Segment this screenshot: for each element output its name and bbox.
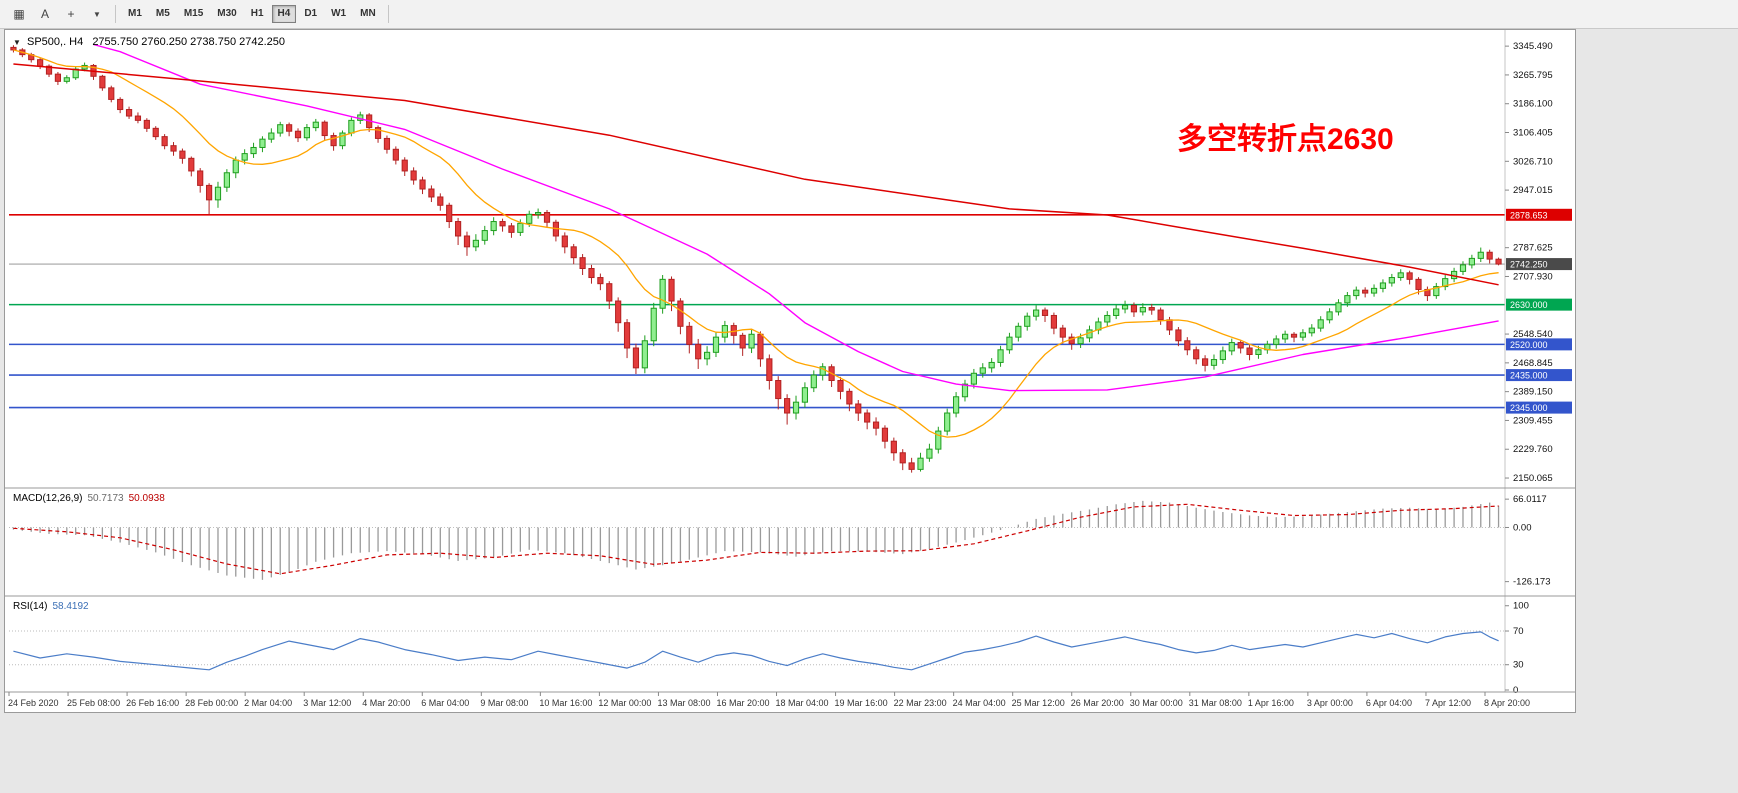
svg-text:28 Feb 00:00: 28 Feb 00:00 [185, 698, 238, 708]
price-level-tag: 2630.000 [1506, 298, 1572, 311]
svg-text:1 Apr 16:00: 1 Apr 16:00 [1248, 698, 1294, 708]
svg-text:3345.490: 3345.490 [1513, 41, 1553, 52]
svg-text:2345.000: 2345.000 [1510, 403, 1548, 413]
chart-window: ▼ SP500,. H4 2755.750 2760.250 2738.750 … [4, 29, 1576, 713]
svg-text:19 Mar 16:00: 19 Mar 16:00 [835, 698, 888, 708]
rsi-panel: 100 70 30 0 [9, 601, 1529, 696]
svg-text:3106.405: 3106.405 [1513, 128, 1553, 139]
svg-text:6 Mar 04:00: 6 Mar 04:00 [421, 698, 469, 708]
chart-canvas[interactable]: 3345.490 3265.795 3186.100 3106.405 3026.710… [5, 30, 1575, 712]
svg-text:2520.000: 2520.000 [1510, 340, 1548, 350]
svg-text:2150.065: 2150.065 [1513, 473, 1553, 484]
svg-text:3 Apr 00:00: 3 Apr 00:00 [1307, 698, 1353, 708]
svg-text:2630.000: 2630.000 [1510, 300, 1548, 310]
svg-text:2229.760: 2229.760 [1513, 444, 1553, 455]
svg-text:18 Mar 04:00: 18 Mar 04:00 [776, 698, 829, 708]
svg-text:16 Mar 20:00: 16 Mar 20:00 [716, 698, 769, 708]
svg-text:7 Apr 12:00: 7 Apr 12:00 [1425, 698, 1471, 708]
svg-text:31 Mar 08:00: 31 Mar 08:00 [1189, 698, 1242, 708]
svg-text:8 Apr 20:00: 8 Apr 20:00 [1484, 698, 1530, 708]
grid-icon[interactable]: ▦ [13, 7, 25, 21]
svg-text:2548.540: 2548.540 [1513, 329, 1553, 340]
timeframe-button-m30[interactable]: M30 [217, 8, 237, 19]
timeframe-button-d1[interactable]: D1 [304, 8, 318, 19]
toolbar: ▦ A + ▼ M1 M5 M15 M30 H1 H4 D1 W1 MN [0, 0, 1738, 29]
svg-text:3 Mar 12:00: 3 Mar 12:00 [303, 698, 351, 708]
toolbar-separator-2 [387, 5, 389, 23]
svg-text:6 Apr 04:00: 6 Apr 04:00 [1366, 698, 1412, 708]
svg-text:10 Mar 16:00: 10 Mar 16:00 [539, 698, 592, 708]
svg-text:25 Mar 12:00: 25 Mar 12:00 [1012, 698, 1065, 708]
svg-text:12 Mar 00:00: 12 Mar 00:00 [598, 698, 651, 708]
ma-mid-magenta-line [93, 43, 1499, 392]
timeframe-button-w1[interactable]: W1 [331, 8, 347, 19]
crosshair-icon[interactable]: + [67, 7, 75, 21]
price-level-tag: 2742.250 [1506, 258, 1572, 271]
svg-text:30: 30 [1513, 660, 1524, 671]
svg-text:3026.710: 3026.710 [1513, 156, 1553, 167]
price-axis: 3345.490 3265.795 3186.100 3106.405 3026.710… [1504, 30, 1572, 692]
svg-text:2309.455: 2309.455 [1513, 415, 1553, 426]
timeframe-button-h1[interactable]: H1 [250, 8, 264, 19]
time-axis: 24 Feb 2020 25 Feb 08:00 26 Feb 16:00 28 Fe… [8, 692, 1530, 708]
svg-text:13 Mar 08:00: 13 Mar 08:00 [657, 698, 710, 708]
price-level-tag: 2878.653 [1506, 208, 1572, 221]
dropdown-arrow-icon[interactable]: ▼ [93, 9, 101, 19]
svg-text:2 Mar 04:00: 2 Mar 04:00 [244, 698, 292, 708]
text-tool-button[interactable]: A [40, 7, 49, 21]
svg-text:0: 0 [1513, 685, 1518, 696]
svg-text:66.0117: 66.0117 [1513, 494, 1547, 505]
price-level-tag: 2345.000 [1506, 401, 1572, 414]
timeframe-buttons: M1 M5 M15 M30 H1 H4 D1 W1 MN [121, 5, 383, 23]
macd-panel: 66.0117 0.00 -126.173 [9, 494, 1551, 588]
svg-text:3186.100: 3186.100 [1513, 99, 1553, 110]
svg-text:0.00: 0.00 [1513, 522, 1532, 533]
timeframe-button-m5[interactable]: M5 [155, 8, 170, 19]
svg-text:2947.015: 2947.015 [1513, 185, 1553, 196]
svg-text:24 Feb 2020: 24 Feb 2020 [8, 698, 59, 708]
candles-layer [10, 45, 1502, 473]
svg-text:25 Feb 08:00: 25 Feb 08:00 [67, 698, 120, 708]
timeframe-button-h4[interactable]: H4 [271, 5, 297, 23]
ma-fast-orange-line [13, 49, 1499, 438]
svg-text:2389.150: 2389.150 [1513, 387, 1553, 398]
svg-text:2878.653: 2878.653 [1510, 210, 1548, 220]
rsi-line [13, 631, 1499, 671]
ma-slow-red-line [13, 63, 1499, 286]
price-level-tag: 2435.000 [1506, 369, 1572, 382]
svg-text:9 Mar 08:00: 9 Mar 08:00 [480, 698, 528, 708]
price-level-tag: 2520.000 [1506, 338, 1572, 351]
svg-text:-126.173: -126.173 [1513, 577, 1551, 588]
level-lines-layer[interactable] [9, 213, 1505, 409]
svg-text:24 Mar 04:00: 24 Mar 04:00 [953, 698, 1006, 708]
toolbar-left-icons: ▦ A + ▼ [6, 3, 110, 26]
svg-text:26 Mar 20:00: 26 Mar 20:00 [1071, 698, 1124, 708]
macd-signal-line [13, 503, 1499, 575]
toolbar-separator [115, 5, 116, 23]
timeframe-button-m1[interactable]: M1 [128, 8, 142, 19]
svg-text:100: 100 [1513, 601, 1529, 612]
svg-text:2435.000: 2435.000 [1510, 371, 1548, 381]
svg-text:2787.625: 2787.625 [1513, 243, 1553, 254]
svg-text:4 Mar 20:00: 4 Mar 20:00 [362, 698, 410, 708]
svg-text:2742.250: 2742.250 [1510, 260, 1548, 270]
timeframe-button-m15[interactable]: M15 [183, 8, 204, 19]
timeframe-button-mn[interactable]: MN [360, 8, 376, 19]
svg-text:22 Mar 23:00: 22 Mar 23:00 [894, 698, 947, 708]
svg-text:26 Feb 16:00: 26 Feb 16:00 [126, 698, 179, 708]
svg-text:70: 70 [1513, 626, 1524, 637]
svg-text:2468.845: 2468.845 [1513, 358, 1553, 369]
svg-text:3265.795: 3265.795 [1513, 70, 1553, 81]
svg-text:30 Mar 00:00: 30 Mar 00:00 [1130, 698, 1183, 708]
svg-text:2707.930: 2707.930 [1513, 271, 1553, 282]
